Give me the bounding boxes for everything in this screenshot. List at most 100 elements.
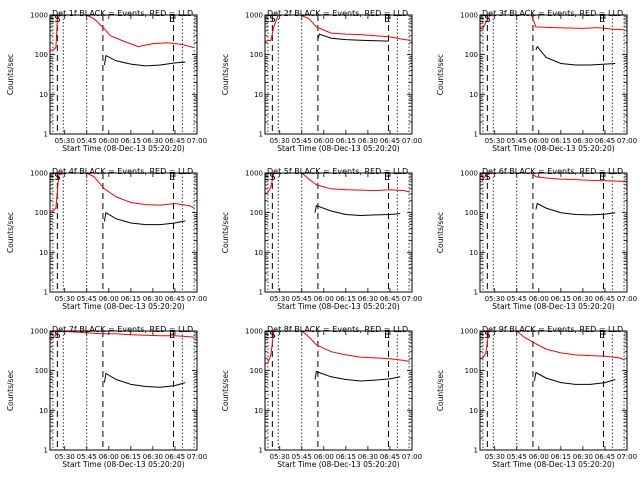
chart-title: Det 1f BLACK = Events, RED = LLD	[52, 9, 193, 18]
y-tick-label: 1	[474, 289, 478, 297]
y-tick-label: 100	[250, 209, 263, 217]
panel-9: 1 10 100 1000 05:30 05:45 06:00 06:15 06:30 06:45…	[436, 325, 637, 469]
panel-6: 1 10 100 1000 05:30 05:45 06:00 06:15 06:30 06:45…	[436, 167, 637, 311]
chart-title: Det 4f BLACK = Events, RED = LLD	[52, 167, 193, 176]
y-axis-label: Counts/sec	[436, 54, 445, 95]
x-tick-label: 06:30	[143, 137, 163, 145]
x-tick-label: 06:30	[143, 295, 163, 303]
marker-label: E	[384, 14, 390, 25]
y-tick-label: 100	[35, 51, 48, 59]
x-tick-label: 07:00	[402, 137, 422, 145]
y-tick-label: 100	[35, 367, 48, 375]
series-line-lld	[480, 15, 625, 31]
x-tick-label: 06:00	[314, 453, 334, 461]
marker-label: E	[48, 14, 54, 25]
y-axis-label: Counts/sec	[436, 370, 445, 411]
marker-label: E	[48, 330, 54, 341]
y-axis-label: Counts/sec	[6, 212, 15, 253]
marker-label: S	[269, 330, 275, 341]
y-tick-label: 1	[474, 447, 478, 455]
y-tick-label: 10	[469, 407, 478, 415]
marker-label: E	[384, 330, 390, 341]
x-tick-label: 06:15	[121, 137, 141, 145]
x-axis-label: Start Time (08-Dec-13 05:20:20)	[62, 302, 184, 311]
marker-label: E	[169, 14, 175, 25]
y-tick-label: 1	[44, 131, 48, 139]
x-tick-label: 05:45	[77, 453, 97, 461]
x-axis-label: Start Time (08-Dec-13 05:20:20)	[492, 302, 614, 311]
marker-label: E	[599, 172, 605, 183]
marker-label: S	[484, 14, 490, 25]
x-tick-label: 06:45	[595, 295, 615, 303]
marker-label: E	[48, 172, 54, 183]
marker-label: E	[599, 14, 605, 25]
y-tick-label: 10	[469, 249, 478, 257]
y-tick-label: 10	[254, 407, 263, 415]
marker-label: E	[263, 172, 269, 183]
x-tick-label: 06:30	[573, 453, 593, 461]
y-axis-label: Counts/sec	[6, 54, 15, 95]
x-tick-label: 06:45	[595, 453, 615, 461]
chart-title: Det 7f BLACK = Events, RED = LLD	[52, 325, 193, 334]
x-tick-label: 06:00	[529, 295, 549, 303]
y-tick-label: 1	[474, 131, 478, 139]
x-tick-label: 05:30	[55, 453, 75, 461]
x-axis-label: Start Time (08-Dec-13 05:20:20)	[62, 460, 184, 469]
x-axis-label: Start Time (08-Dec-13 05:20:20)	[492, 460, 614, 469]
x-tick-label: 05:45	[292, 137, 312, 145]
panel-8: 1 10 100 1000 05:30 05:45 06:00 06:15 06:30 06:45…	[221, 325, 422, 469]
marker-label: S	[484, 330, 490, 341]
marker-label: S	[269, 14, 275, 25]
y-axis-label: Counts/sec	[6, 370, 15, 411]
y-tick-label: 100	[35, 209, 48, 217]
x-tick-label: 07:00	[187, 295, 207, 303]
x-tick-label: 06:15	[121, 295, 141, 303]
series-line-events	[103, 211, 186, 226]
plot-frame	[479, 14, 628, 135]
plot-frame	[49, 14, 198, 135]
series-line-events	[314, 370, 401, 382]
x-tick-label: 07:00	[617, 295, 637, 303]
y-tick-label: 10	[469, 91, 478, 99]
marker-label: E	[478, 14, 484, 25]
y-tick-label: 10	[39, 249, 48, 257]
y-tick-label: 100	[465, 367, 478, 375]
chart-title: Det 3f BLACK = Events, RED = LLD	[482, 9, 623, 18]
x-tick-label: 06:45	[165, 453, 185, 461]
x-tick-label: 06:15	[121, 453, 141, 461]
plot-frame	[264, 330, 413, 451]
y-tick-label: 1	[44, 289, 48, 297]
x-tick-label: 05:30	[270, 295, 290, 303]
x-tick-label: 06:45	[380, 453, 400, 461]
y-tick-label: 1000	[245, 328, 263, 336]
y-tick-label: 1000	[460, 328, 478, 336]
chart-title: Det 6f BLACK = Events, RED = LLD	[482, 167, 623, 176]
x-tick-label: 05:45	[507, 295, 527, 303]
y-tick-label: 100	[250, 51, 263, 59]
series-line-lld	[265, 173, 410, 195]
x-tick-label: 05:45	[292, 453, 312, 461]
series-line-lld	[265, 15, 412, 42]
y-tick-label: 100	[465, 209, 478, 217]
marker-label: E	[263, 14, 269, 25]
x-tick-label: 05:45	[77, 295, 97, 303]
x-tick-label: 07:00	[402, 453, 422, 461]
x-tick-label: 05:30	[55, 137, 75, 145]
x-tick-label: 06:15	[336, 137, 356, 145]
x-tick-label: 07:00	[187, 137, 207, 145]
panel-4: 1 10 100 1000 05:30 05:45 06:00 06:15 06:30 06:45…	[6, 167, 207, 311]
series-line-events	[314, 205, 401, 217]
x-tick-label: 06:45	[380, 137, 400, 145]
series-line-events	[533, 371, 616, 385]
series-line-events	[535, 45, 616, 66]
series-line-events	[535, 202, 616, 216]
x-axis-label: Start Time (08-Dec-13 05:20:20)	[62, 144, 184, 153]
panel-5: 1 10 100 1000 05:30 05:45 06:00 06:15 06:30 06:45…	[221, 167, 422, 311]
series-line-lld	[265, 331, 410, 365]
marker-label: E	[169, 330, 175, 341]
x-tick-label: 05:30	[270, 137, 290, 145]
marker-label: E	[169, 172, 175, 183]
y-tick-label: 1000	[460, 170, 478, 178]
x-tick-label: 06:45	[380, 295, 400, 303]
